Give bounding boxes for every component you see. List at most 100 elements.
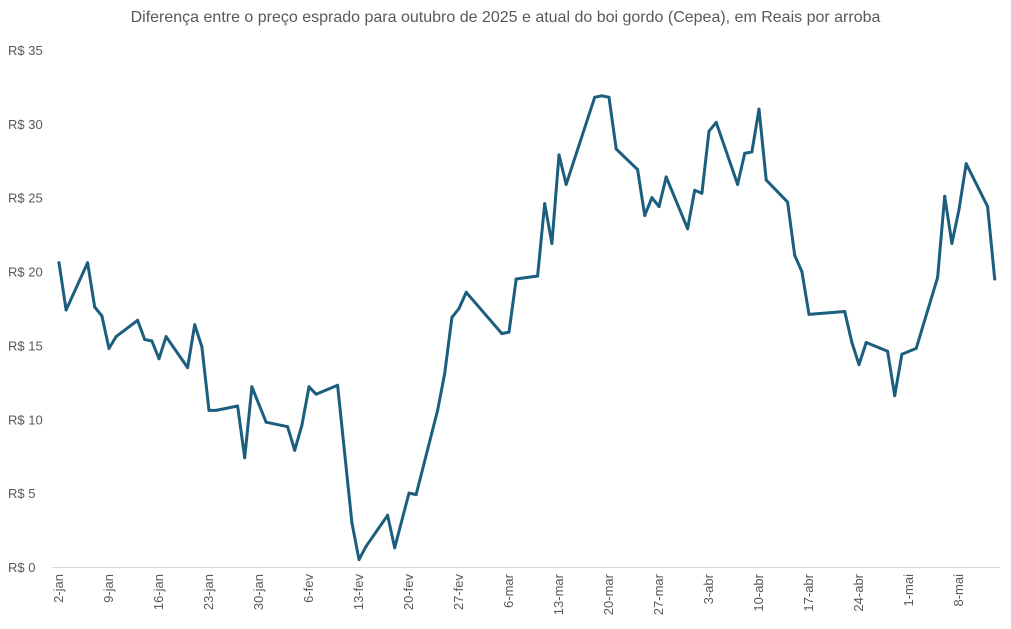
x-tick-label: 24-abr: [851, 573, 866, 611]
data-point: [93, 305, 97, 309]
data-point: [564, 182, 568, 186]
data-point: [257, 403, 261, 407]
data-point: [707, 129, 711, 133]
data-point: [100, 314, 104, 318]
data-point: [793, 253, 797, 257]
data-point: [507, 330, 511, 334]
data-point: [893, 394, 897, 398]
data-point: [193, 323, 197, 327]
data-point: [700, 191, 704, 195]
data-point: [407, 491, 411, 495]
x-tick-label: 23-jan: [201, 574, 216, 610]
data-point: [200, 345, 204, 349]
data-point: [864, 340, 868, 344]
data-point: [114, 335, 118, 339]
data-point: [936, 275, 940, 279]
data-point: [464, 290, 468, 294]
data-point: [600, 94, 604, 98]
data-point: [800, 270, 804, 274]
data-point: [293, 448, 297, 452]
data-point: [886, 349, 890, 353]
y-tick-label: R$ 20: [8, 265, 43, 280]
data-point: [64, 308, 68, 312]
data-point: [250, 385, 254, 389]
data-point: [664, 175, 668, 179]
y-tick-label: R$ 5: [8, 486, 35, 501]
data-point: [614, 147, 618, 151]
data-point: [307, 385, 311, 389]
data-point: [643, 213, 647, 217]
data-point: [186, 366, 190, 370]
data-point: [857, 363, 861, 367]
data-point: [714, 120, 718, 124]
data-point: [993, 277, 997, 281]
x-tick-label: 20-fev: [401, 574, 416, 611]
data-point: [57, 261, 61, 265]
data-point: [86, 261, 90, 265]
data-point: [357, 558, 361, 562]
x-tick-label: 17-abr: [801, 573, 816, 611]
data-point: [136, 318, 140, 322]
data-point: [443, 371, 447, 375]
data-point: [164, 335, 168, 339]
data-point: [693, 188, 697, 192]
x-tick-label: 9-jan: [101, 574, 116, 603]
data-point: [150, 339, 154, 343]
data-point: [750, 150, 754, 154]
y-tick-label: R$ 25: [8, 191, 43, 206]
data-point: [850, 340, 854, 344]
data-point: [964, 162, 968, 166]
data-point: [336, 383, 340, 387]
x-tick-label: 30-jan: [251, 574, 266, 610]
data-point: [386, 513, 390, 517]
data-point: [543, 202, 547, 206]
data-point: [364, 544, 368, 548]
data-point: [736, 182, 740, 186]
data-point: [807, 312, 811, 316]
data-point: [393, 546, 397, 550]
x-tick-label: 6-mar: [501, 573, 516, 608]
data-point: [436, 408, 440, 412]
x-tick-label: 16-jan: [151, 574, 166, 610]
data-point: [314, 392, 318, 396]
data-point: [457, 307, 461, 310]
x-tick-label: 27-mar: [651, 573, 666, 615]
data-point: [414, 493, 418, 497]
data-point: [607, 95, 611, 99]
data-point: [350, 521, 354, 525]
data-point: [764, 178, 768, 182]
data-point: [300, 423, 304, 427]
data-point: [214, 408, 218, 412]
data-point: [536, 274, 540, 278]
data-point: [900, 352, 904, 356]
data-point: [107, 346, 111, 350]
data-point: [264, 420, 268, 424]
x-tick-label: 8-mai: [951, 574, 966, 607]
x-tick-label: 2-jan: [51, 574, 66, 603]
data-point: [943, 194, 947, 198]
data-point: [657, 205, 661, 209]
data-point: [743, 151, 747, 155]
data-point: [500, 332, 504, 336]
x-tick-label: 10-abr: [751, 573, 766, 611]
data-point: [757, 107, 761, 111]
data-point: [843, 309, 847, 313]
data-point: [986, 205, 990, 209]
data-point: [593, 95, 597, 99]
data-point: [650, 196, 654, 200]
data-point: [557, 153, 561, 157]
data-point: [143, 338, 147, 342]
data-point: [914, 346, 918, 350]
data-point: [157, 357, 161, 361]
data-point: [636, 168, 640, 172]
x-tick-label: 27-fev: [451, 574, 466, 611]
data-point: [207, 408, 211, 412]
x-tick-label: 1-mai: [901, 574, 916, 607]
x-tick-label: 20-mar: [601, 573, 616, 615]
data-point: [450, 315, 454, 319]
series-line-diferenca: [57, 94, 997, 562]
data-point: [686, 227, 690, 231]
data-point: [786, 200, 790, 204]
y-tick-label: R$ 0: [8, 560, 35, 575]
